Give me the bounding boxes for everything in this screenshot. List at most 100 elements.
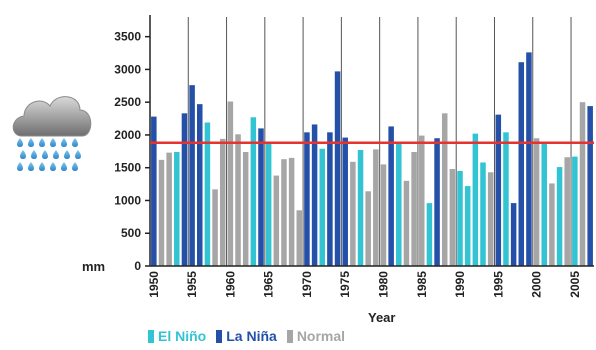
y-tick-label: 2500: [114, 95, 141, 109]
x-tick-label: 1960: [223, 271, 237, 298]
legend-swatch: [216, 329, 223, 343]
bar-1972: [319, 148, 325, 266]
bar-1982: [396, 143, 402, 266]
bar-1962: [242, 151, 249, 266]
raindrop-icon: [31, 150, 37, 159]
y-tick-label: 2000: [114, 128, 141, 142]
raindrop-icon: [53, 150, 59, 159]
x-tick-label: 1990: [453, 271, 467, 298]
bar-1992: [472, 133, 479, 266]
bar-1990: [457, 170, 463, 266]
bar-1983: [403, 180, 410, 266]
bar-2002: [549, 183, 555, 266]
bar-1981: [388, 126, 394, 266]
bar-1969: [296, 210, 303, 266]
raindrop-icon: [28, 138, 34, 147]
legend-item-elnino: El Niño: [148, 328, 206, 344]
x-tick-label: 1950: [147, 271, 161, 298]
bar-2006: [579, 102, 586, 267]
bar-1993: [480, 162, 486, 266]
rain-cloud-icon: [12, 96, 92, 171]
y-tick-label: 1500: [114, 161, 141, 175]
bar-1971: [311, 124, 318, 266]
bar-2003: [556, 167, 563, 266]
legend-swatch: [286, 329, 293, 343]
raindrop-icon: [61, 162, 67, 171]
bar-2007: [587, 106, 593, 267]
bar-1963: [250, 117, 257, 266]
bar-1954: [181, 113, 188, 266]
y-tick-label: 0: [134, 259, 141, 273]
raindrop-icon: [20, 150, 26, 159]
raindrop-icon: [75, 150, 81, 159]
bar-2001: [541, 142, 547, 266]
bar-1950: [151, 116, 157, 266]
raindrop-icon: [64, 150, 70, 159]
bar-1991: [464, 186, 471, 266]
legend-label: Normal: [296, 328, 346, 344]
x-tick-label: 1980: [376, 271, 390, 298]
raindrop-icon: [42, 150, 48, 159]
bar-1998: [518, 62, 525, 266]
bar-1975: [342, 137, 348, 266]
legend-label: El Niño: [158, 328, 207, 344]
bar-1953: [174, 151, 180, 266]
raindrop-icon: [50, 138, 56, 147]
bar-1974: [334, 71, 341, 266]
x-axis-title: Year: [368, 310, 395, 325]
bar-1961: [235, 134, 241, 266]
bar-1960: [227, 101, 234, 266]
bar-1951: [158, 159, 165, 266]
x-tick-label: 1965: [262, 271, 276, 298]
bar-1978: [365, 191, 371, 266]
y-tick-label: 500: [121, 226, 141, 240]
raindrop-icon: [61, 138, 67, 147]
x-tick-label: 1975: [338, 271, 352, 298]
raindrop-icon: [17, 162, 23, 171]
bar-1973: [327, 132, 333, 266]
x-tick-label: 2000: [530, 271, 544, 298]
raindrop-icon: [39, 162, 45, 171]
legend-label: La Niña: [226, 328, 277, 344]
bar-1955: [189, 85, 195, 266]
bar-1989: [449, 169, 456, 266]
legend: El Niño La Niña Normal: [148, 328, 345, 344]
bar-1956: [197, 104, 203, 267]
y-axis-unit-label: mm: [82, 259, 105, 274]
bar-1976: [350, 161, 356, 266]
x-tick-label: 1985: [415, 271, 429, 298]
bar-1968: [288, 157, 295, 266]
bar-1995: [495, 114, 502, 266]
x-tick-label: 2005: [568, 271, 582, 298]
raindrop-icon: [50, 162, 56, 171]
raindrop-icon: [72, 138, 78, 147]
raindrop-icon: [28, 162, 34, 171]
bar-1970: [304, 132, 310, 266]
bar-1959: [219, 138, 226, 266]
bar-1977: [357, 150, 364, 266]
raindrop-icon: [17, 138, 23, 147]
bar-1964: [258, 128, 264, 266]
x-tick-label: 1970: [300, 271, 314, 298]
legend-item-lanina: La Niña: [216, 328, 277, 344]
bar-1985: [419, 135, 425, 266]
bar-1984: [411, 151, 417, 266]
bar-1988: [441, 113, 448, 266]
bar-1957: [204, 122, 211, 266]
bar-1986: [426, 203, 433, 266]
bar-1952: [166, 152, 172, 266]
y-tick-label: 3000: [114, 62, 141, 76]
bar-1996: [503, 132, 509, 266]
bar-1997: [510, 203, 517, 266]
bar-1980: [380, 164, 387, 266]
bar-2000: [533, 138, 540, 266]
bar-1966: [273, 175, 280, 266]
bar-1987: [434, 138, 440, 266]
bar-1999: [526, 52, 532, 266]
bar-2004: [564, 157, 570, 266]
bar-1967: [281, 159, 287, 266]
raindrop-icon: [39, 138, 45, 147]
bar-1958: [212, 189, 218, 266]
bar-1979: [373, 149, 379, 266]
